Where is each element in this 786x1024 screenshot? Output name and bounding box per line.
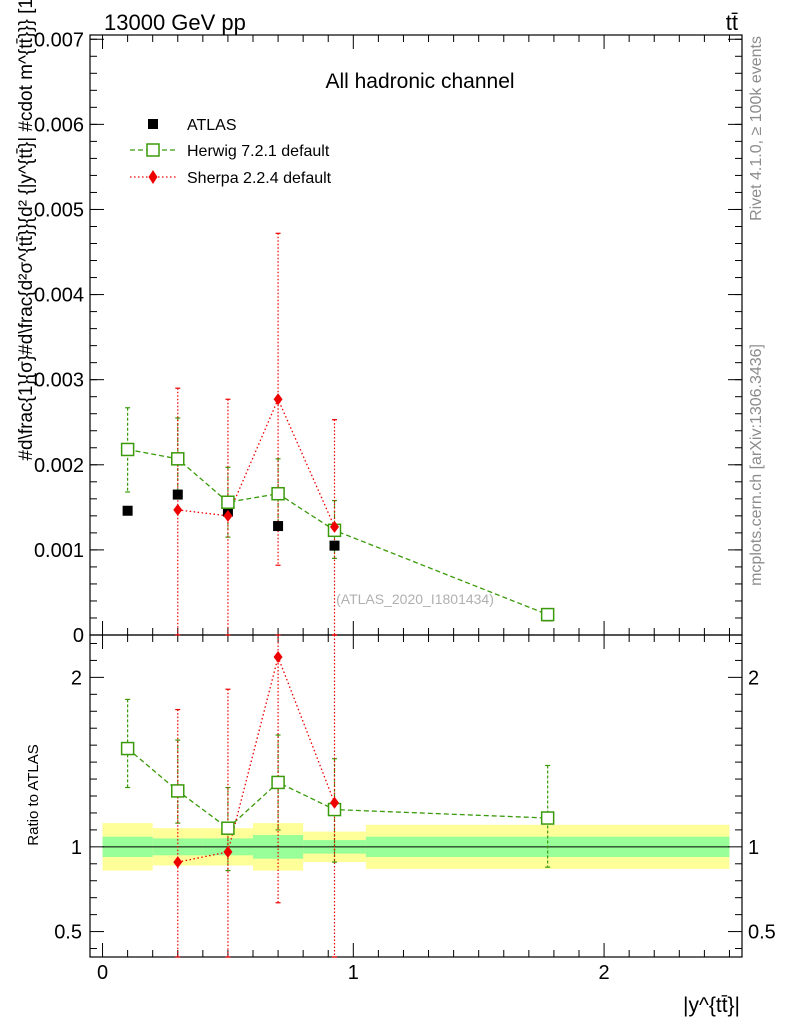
analysis-watermark: (ATLAS_2020_I1801434) xyxy=(336,591,494,607)
chart-marks xyxy=(120,232,555,958)
main-sherpa-point-1 xyxy=(223,509,233,522)
ratio-y-tick-label-right-0: 0.5 xyxy=(748,922,776,944)
main-herwig-point-1 xyxy=(171,452,185,466)
ratio-frame xyxy=(89,634,743,958)
ratio-y-tick-label-right-2: 2 xyxy=(748,667,759,689)
ratio-sherpa-point-1 xyxy=(223,845,233,858)
ratio-herwig-point-3 xyxy=(271,775,285,790)
main-y-tick-label-3: 0.003 xyxy=(34,370,84,392)
legend: ATLAS Herwig 7.2.1 default Sherpa 2.2.4 … xyxy=(130,117,332,187)
mcplots-label: mcplots.cern.ch [arXiv:1306.3436] xyxy=(748,344,765,586)
main-atlas-point-3 xyxy=(273,521,284,532)
ratio-herwig-line xyxy=(127,748,548,830)
legend-marker-herwig xyxy=(146,143,160,157)
ratio-sherpa-point-2 xyxy=(273,651,283,664)
main-y-tick-label-7: 0.007 xyxy=(34,29,84,51)
rivet-version-label: Rivet 4.1.0, ≥ 100k events xyxy=(748,36,765,221)
x-axis-label: |y^{tt̄}| xyxy=(683,994,740,1017)
legend-marker-sherpa xyxy=(148,170,158,184)
main-herwig-point-5 xyxy=(540,607,555,622)
chart-title: All hadronic channel xyxy=(325,70,514,93)
ratio-herwig-point-5 xyxy=(540,811,555,825)
energy-label: 13000 GeV pp xyxy=(104,10,246,35)
main-sherpa-point-0 xyxy=(173,503,183,516)
main-y-axis-label: #d\frac{1}{σ}#d\frac{d²σ^{tt̄}}{d² {|y^{… xyxy=(16,0,37,461)
x-tick-label-2: 2 xyxy=(599,962,610,984)
x-tick-label-0: 0 xyxy=(97,962,108,984)
legend-label-sherpa: Sherpa 2.2.4 default xyxy=(187,170,332,187)
main-sherpa-point-3 xyxy=(330,520,339,533)
main-herwig-point-2 xyxy=(221,495,235,509)
ratio-herwig-point-0 xyxy=(120,741,135,756)
ratio-y-tick-label-1: 1 xyxy=(71,837,82,859)
ratio-sherpa-point-3 xyxy=(330,796,339,809)
ratio-herwig-point-2 xyxy=(221,821,235,835)
legend-label-herwig: Herwig 7.2.1 default xyxy=(187,143,330,160)
main-herwig-point-0 xyxy=(120,442,135,457)
main-atlas-point-4 xyxy=(329,540,340,551)
main-y-tick-label-1: 0.001 xyxy=(34,540,84,562)
ratio-y-tick-label-2: 2 xyxy=(71,667,82,689)
main-sherpa-line xyxy=(177,397,336,528)
main-y-tick-label-2: 0.002 xyxy=(34,455,84,477)
main-panel: 0 0.001 0.002 0.003 0.004 0.005 0.006 0.007 xyxy=(34,29,743,957)
main-atlas-point-1 xyxy=(172,489,183,500)
main-y-tick-label-6: 0.006 xyxy=(34,114,84,136)
ratio-y-tick-label-right-1: 1 xyxy=(748,837,759,859)
main-y-tick-label-4: 0.004 xyxy=(34,285,84,307)
ratio-y-axis-label: Ratio to ATLAS xyxy=(25,744,42,845)
main-herwig-point-3 xyxy=(271,486,285,501)
legend-label-atlas: ATLAS xyxy=(187,117,237,134)
ratio-sherpa-point-0 xyxy=(173,856,183,869)
ratio-y-tick-label-0: 0.5 xyxy=(54,922,82,944)
main-y-tick-label-5: 0.005 xyxy=(34,199,84,221)
main-y-tick-label-0: 0 xyxy=(73,625,84,647)
ratio-panel: 0.5 0.5 1 1 2 2 0 1 2 xyxy=(54,634,776,984)
x-tick-label-1: 1 xyxy=(348,962,359,984)
ratio-herwig-point-1 xyxy=(171,784,185,798)
process-label: tt̄ xyxy=(726,10,738,35)
main-herwig-line xyxy=(127,448,548,616)
legend-marker-atlas xyxy=(148,119,158,129)
main-atlas-point-0 xyxy=(122,505,133,516)
main-sherpa-point-2 xyxy=(273,393,283,406)
